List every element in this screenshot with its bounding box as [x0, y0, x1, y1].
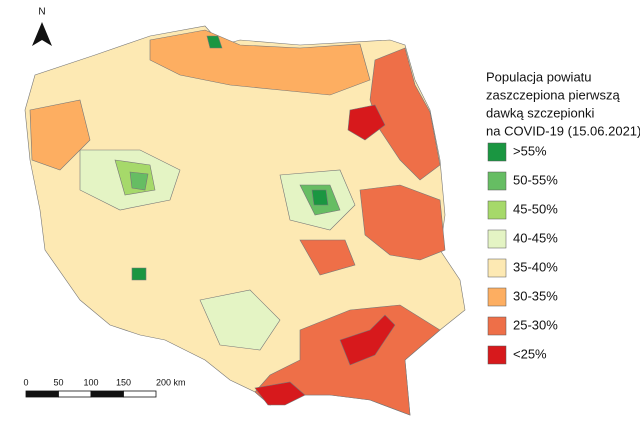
legend-swatch — [487, 258, 507, 278]
legend-swatch — [487, 171, 507, 191]
scale-bar: 0 50 100 150 200 km — [23, 377, 186, 398]
region — [129, 171, 149, 191]
north-arrow-shape — [32, 22, 52, 46]
scale-label: 50 — [53, 377, 63, 387]
region — [131, 267, 147, 281]
scale-label: 200 km — [156, 377, 186, 387]
legend-swatch — [487, 287, 507, 307]
region — [199, 289, 281, 351]
legend-label: >55% — [513, 143, 547, 158]
legend-label: 25-30% — [513, 317, 558, 332]
legend-title: na COVID-19 (15.06.2021) — [486, 123, 640, 138]
legend-swatch — [487, 345, 507, 365]
region — [359, 184, 446, 261]
region — [29, 99, 91, 171]
region — [254, 381, 306, 406]
poland-map — [24, 25, 466, 416]
legend-label: 35-40% — [513, 259, 558, 274]
legend-title: zaszczepiona pierwszą — [486, 87, 620, 102]
legend-title: Populacja powiatu — [486, 69, 592, 84]
legend: Populacja powiatu zaszczepiona pierwszą da… — [486, 69, 640, 365]
scale-segment — [90, 390, 124, 398]
legend-label: 30-35% — [513, 288, 558, 303]
legend-swatch — [487, 200, 507, 220]
region — [299, 239, 356, 276]
north-arrow: N — [32, 7, 52, 46]
legend-swatch — [487, 316, 507, 336]
legend-label: 50-55% — [513, 172, 558, 187]
scale-label: 150 — [116, 377, 131, 387]
region — [206, 35, 223, 49]
scale-segment — [58, 390, 92, 398]
scale-label: 0 — [23, 377, 28, 387]
legend-swatch — [487, 142, 507, 162]
region — [311, 189, 329, 206]
scale-segment — [25, 390, 59, 398]
region — [254, 304, 441, 416]
region — [339, 314, 396, 366]
region — [347, 104, 386, 141]
legend-label: 45-50% — [513, 201, 558, 216]
legend-label: 40-45% — [513, 230, 558, 245]
scale-label: 100 — [83, 377, 98, 387]
north-label: N — [38, 7, 45, 18]
legend-label: <25% — [513, 346, 547, 361]
legend-swatch — [487, 229, 507, 249]
legend-title: dawką szczepionki — [486, 105, 594, 120]
scale-segment — [123, 390, 157, 398]
region — [149, 29, 371, 96]
